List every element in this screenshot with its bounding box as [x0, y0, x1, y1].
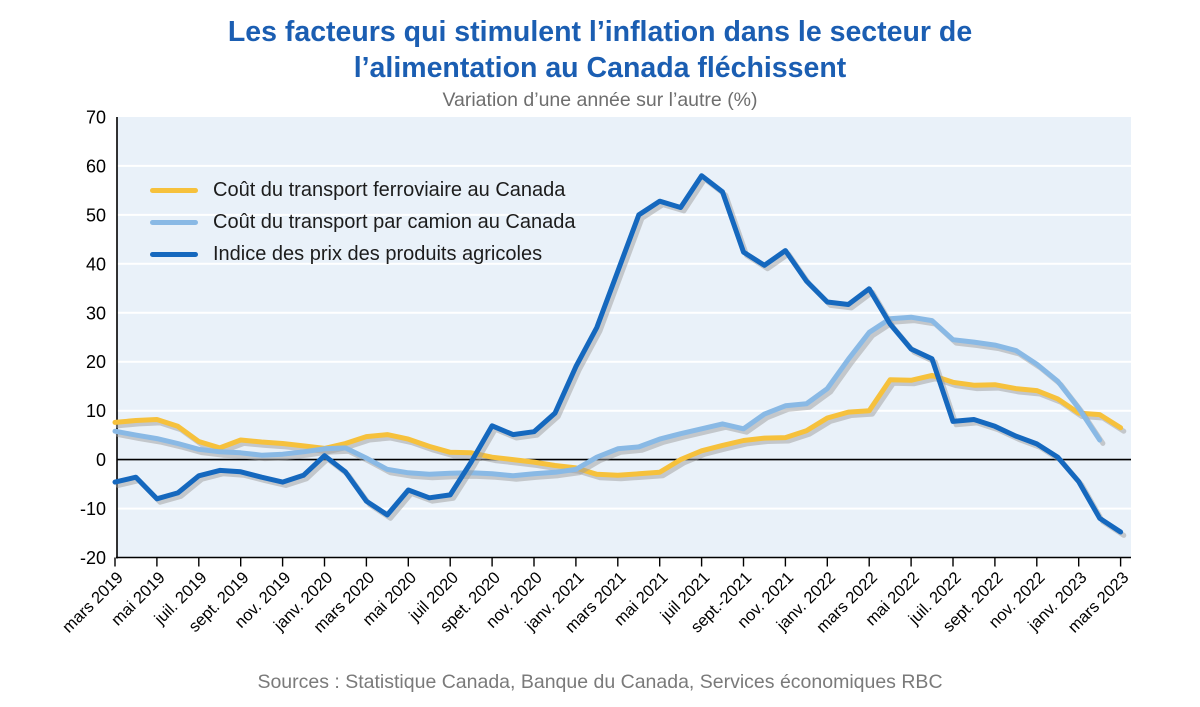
- chart-title-line-1: Les facteurs qui stimulent l’inflation d…: [227, 16, 973, 48]
- y-tick-label: 60: [86, 156, 106, 176]
- legend-swatch-agricoles: [150, 251, 198, 257]
- y-tick-label: 0: [96, 450, 106, 470]
- x-axis-ticks: [114, 557, 1122, 567]
- y-tick-label: 70: [86, 108, 106, 128]
- legend-label-camion: Coût du transport par camion au Canada: [213, 210, 576, 233]
- y-axis-labels: 70 60 50 40 30 20 10 0 -10 -20: [80, 108, 106, 569]
- legend-label-agricoles: Indice des prix des produits agricoles: [213, 242, 543, 265]
- y-tick-label: 50: [86, 205, 106, 225]
- legend-item-ferroviaire: Coût du transport ferroviaire au Canada: [150, 174, 575, 206]
- legend-swatch-ferroviaire: [150, 187, 198, 193]
- legend-label-ferroviaire: Coût du transport ferroviaire au Canada: [213, 178, 566, 201]
- series-line-ferroviaire: [112, 372, 1124, 478]
- y-tick-label: -10: [80, 499, 106, 519]
- legend-item-agricoles: Indice des prix des produits agricoles: [150, 238, 575, 270]
- y-tick-label: 20: [86, 352, 106, 372]
- series-line-agricoles: [112, 173, 1124, 535]
- chart-legend: Coût du transport ferroviaire au Canada …: [150, 174, 575, 270]
- y-tick-label: 30: [86, 303, 106, 323]
- y-tick-label: 10: [86, 401, 106, 421]
- series-shadow-agricoles: [115, 176, 1127, 538]
- legend-item-camion: Coût du transport par camion au Canada: [150, 206, 575, 238]
- series-shadow-ferroviaire: [115, 376, 1127, 482]
- y-tick-label: 40: [86, 254, 106, 274]
- chart-title-line-2: l’alimentation au Canada fléchissent: [353, 52, 847, 84]
- chart-title: Les facteurs qui stimulent l’inflation d…: [0, 14, 1200, 86]
- y-tick-label: -20: [80, 548, 106, 568]
- legend-swatch-camion: [150, 219, 198, 225]
- chart-subtitle: Variation d’une année sur l’autre (%): [442, 89, 758, 111]
- source-note: Sources : Statistique Canada, Banque du …: [257, 671, 943, 693]
- series-line-camion: [112, 314, 1103, 479]
